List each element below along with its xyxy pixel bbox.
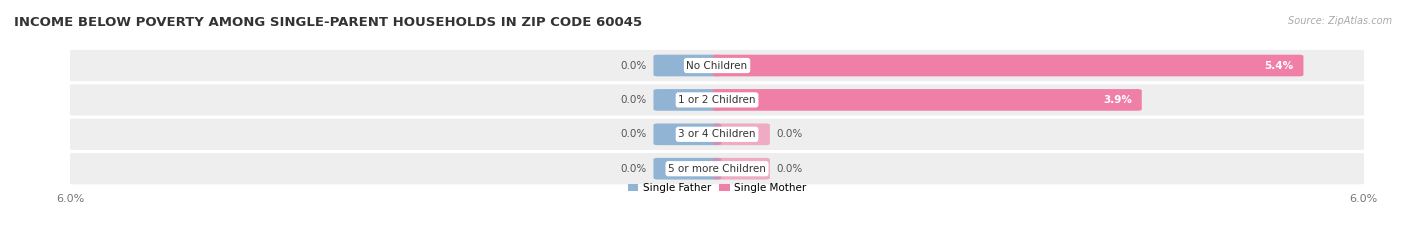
Text: 0.0%: 0.0% bbox=[620, 129, 647, 139]
Text: 0.0%: 0.0% bbox=[776, 164, 803, 174]
Text: 3.9%: 3.9% bbox=[1104, 95, 1132, 105]
Text: 0.0%: 0.0% bbox=[776, 129, 803, 139]
Text: 5.4%: 5.4% bbox=[1264, 61, 1294, 71]
Text: 0.0%: 0.0% bbox=[620, 61, 647, 71]
FancyBboxPatch shape bbox=[63, 84, 1371, 116]
FancyBboxPatch shape bbox=[63, 119, 1371, 150]
Text: 5 or more Children: 5 or more Children bbox=[668, 164, 766, 174]
Text: 0.0%: 0.0% bbox=[620, 95, 647, 105]
FancyBboxPatch shape bbox=[713, 158, 770, 180]
Text: 3 or 4 Children: 3 or 4 Children bbox=[678, 129, 756, 139]
Legend: Single Father, Single Mother: Single Father, Single Mother bbox=[624, 179, 810, 197]
FancyBboxPatch shape bbox=[713, 55, 1303, 76]
Text: Source: ZipAtlas.com: Source: ZipAtlas.com bbox=[1288, 16, 1392, 26]
Text: 0.0%: 0.0% bbox=[620, 164, 647, 174]
Text: INCOME BELOW POVERTY AMONG SINGLE-PARENT HOUSEHOLDS IN ZIP CODE 60045: INCOME BELOW POVERTY AMONG SINGLE-PARENT… bbox=[14, 16, 643, 29]
FancyBboxPatch shape bbox=[654, 89, 721, 111]
Text: 1 or 2 Children: 1 or 2 Children bbox=[678, 95, 756, 105]
FancyBboxPatch shape bbox=[63, 153, 1371, 184]
Text: No Children: No Children bbox=[686, 61, 748, 71]
FancyBboxPatch shape bbox=[713, 89, 1142, 111]
FancyBboxPatch shape bbox=[654, 158, 721, 180]
FancyBboxPatch shape bbox=[654, 123, 721, 145]
FancyBboxPatch shape bbox=[63, 50, 1371, 81]
FancyBboxPatch shape bbox=[713, 123, 770, 145]
FancyBboxPatch shape bbox=[654, 55, 721, 76]
